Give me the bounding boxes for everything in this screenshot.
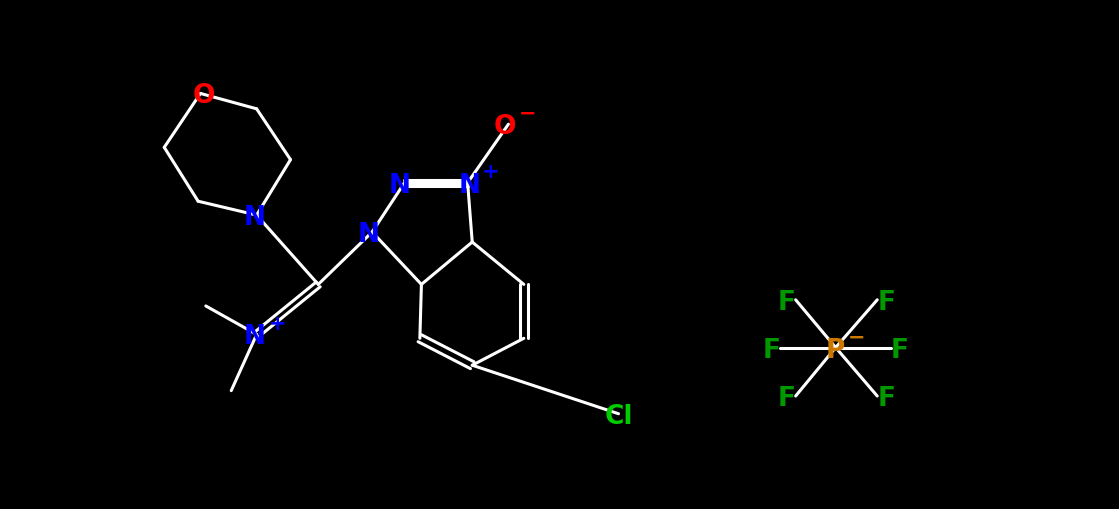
Text: P: P (826, 337, 845, 363)
Text: F: F (877, 290, 895, 316)
Text: F: F (762, 337, 780, 363)
Text: N: N (244, 324, 266, 350)
Text: N: N (358, 222, 380, 248)
Text: +: + (481, 162, 499, 182)
Text: Cl: Cl (604, 404, 632, 430)
Text: F: F (778, 290, 796, 316)
Text: F: F (877, 386, 895, 412)
Text: F: F (891, 337, 909, 363)
Text: N: N (458, 173, 480, 199)
Text: N: N (244, 205, 266, 231)
Text: N: N (389, 173, 411, 199)
Text: −: − (848, 327, 865, 347)
Text: +: + (269, 314, 286, 334)
Text: F: F (778, 386, 796, 412)
Text: O: O (192, 83, 215, 109)
Text: −: − (519, 104, 537, 124)
Text: O: O (495, 114, 517, 140)
